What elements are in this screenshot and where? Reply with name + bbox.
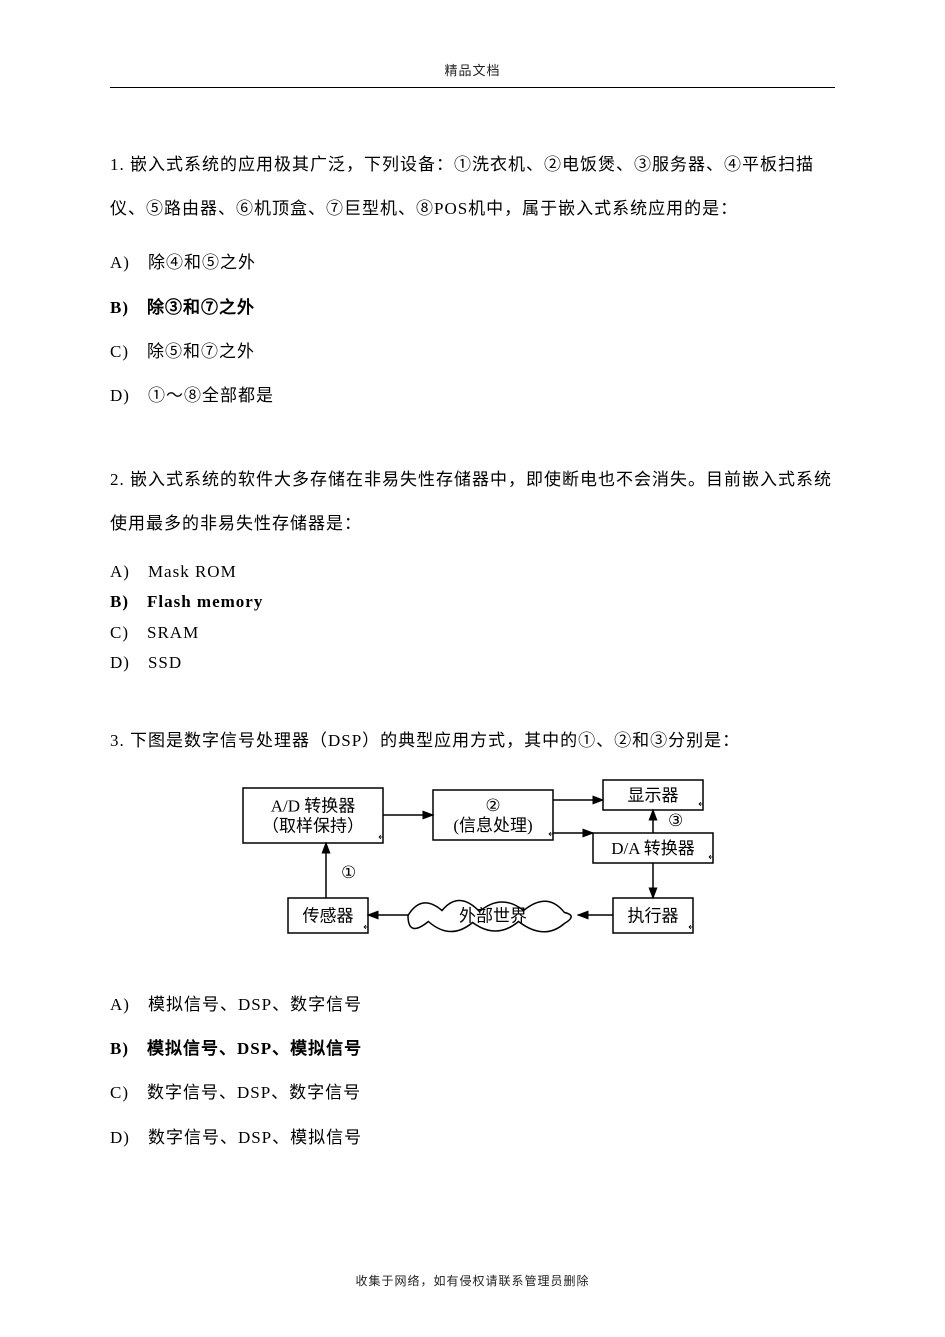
svg-text:(信息处理): (信息处理)	[453, 816, 532, 835]
svg-text:↲: ↲	[707, 851, 715, 862]
q1-text: 1. 嵌入式系统的应用极其广泛，下列设备：①洗衣机、②电饭煲、③服务器、④平板扫…	[110, 143, 835, 231]
svg-text:↲: ↲	[377, 831, 385, 842]
svg-text:A/D 转换器: A/D 转换器	[270, 797, 355, 816]
svg-text:（取样保持）: （取样保持）	[262, 817, 364, 836]
q1-option-a: A) 除④和⑤之外	[110, 241, 835, 285]
q2-option-c: C) SRAM	[110, 618, 835, 649]
svg-text:外部世界: 外部世界	[459, 907, 527, 926]
question-2: 2. 嵌入式系统的软件大多存储在非易失性存储器中，即使断电也不会消失。目前嵌入式…	[110, 458, 835, 679]
q2-options: A) Mask ROM B) Flash memory C) SRAM D) S…	[110, 557, 835, 679]
page-footer: 收集于网络，如有侵权请联系管理员删除	[0, 1272, 945, 1289]
dsp-flowchart-svg: A/D 转换器（取样保持） ↲ ②(信息处理) ↲ 显示器 ↲ D/A 转换器 ↲ 传感器 ↲ 外部…	[213, 778, 733, 958]
dsp-diagram: A/D 转换器（取样保持） ↲ ②(信息处理) ↲ 显示器 ↲ D/A 转换器 ↲ 传感器 ↲ 外部…	[110, 778, 835, 958]
svg-text:③: ③	[668, 811, 683, 830]
q2-text: 2. 嵌入式系统的软件大多存储在非易失性存储器中，即使断电也不会消失。目前嵌入式…	[110, 458, 835, 546]
question-1: 1. 嵌入式系统的应用极其广泛，下列设备：①洗衣机、②电饭煲、③服务器、④平板扫…	[110, 143, 835, 418]
q3-option-b: B) 模拟信号、DSP、模拟信号	[110, 1027, 835, 1071]
svg-text:↲: ↲	[362, 921, 370, 932]
svg-text:②: ②	[485, 796, 500, 815]
question-3: 3. 下图是数字信号处理器（DSP）的典型应用方式，其中的①、②和③分别是： A…	[110, 719, 835, 1160]
svg-text:D/A 转换器: D/A 转换器	[611, 839, 695, 858]
svg-text:↲: ↲	[697, 798, 705, 809]
svg-text:↲: ↲	[687, 921, 695, 932]
svg-text:↲: ↲	[547, 828, 555, 839]
svg-text:显示器: 显示器	[627, 786, 678, 805]
q1-option-b: B) 除③和⑦之外	[110, 286, 835, 330]
svg-text:执行器: 执行器	[627, 907, 678, 926]
q3-option-c: C) 数字信号、DSP、数字信号	[110, 1071, 835, 1115]
q2-option-b: B) Flash memory	[110, 587, 835, 618]
q3-option-d: D) 数字信号、DSP、模拟信号	[110, 1116, 835, 1160]
q2-option-a: A) Mask ROM	[110, 557, 835, 588]
q1-option-d: D) ①～⑧全部都是	[110, 374, 835, 418]
svg-text:传感器: 传感器	[302, 907, 353, 926]
q3-option-a: A) 模拟信号、DSP、数字信号	[110, 983, 835, 1027]
q1-option-c: C) 除⑤和⑦之外	[110, 330, 835, 374]
q2-option-d: D) SSD	[110, 648, 835, 679]
svg-text:①: ①	[341, 863, 356, 882]
q3-options: A) 模拟信号、DSP、数字信号 B) 模拟信号、DSP、模拟信号 C) 数字信…	[110, 983, 835, 1160]
page-header: 精品文档	[110, 60, 835, 88]
q3-text: 3. 下图是数字信号处理器（DSP）的典型应用方式，其中的①、②和③分别是：	[110, 719, 835, 763]
q1-options: A) 除④和⑤之外 B) 除③和⑦之外 C) 除⑤和⑦之外 D) ①～⑧全部都是	[110, 241, 835, 418]
